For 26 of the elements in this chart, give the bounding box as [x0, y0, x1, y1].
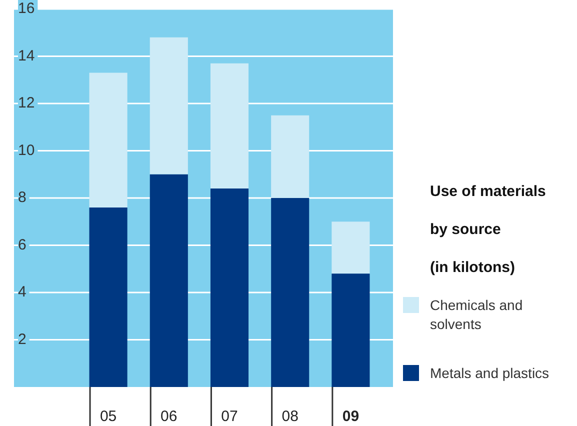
legend-label: Metals and plastics: [430, 364, 550, 383]
bar: [89, 72, 128, 208]
x-tick-label: 06: [160, 408, 178, 426]
x-tick-label: 09: [342, 408, 360, 426]
chart-title: Use of materials by source (in kilotons): [430, 183, 546, 276]
y-tick-label: 14: [18, 47, 35, 64]
y-tick-label: 16: [18, 0, 35, 18]
bar: [271, 198, 310, 387]
y-tick-label: 12: [18, 94, 35, 112]
y-tick-label: 4: [18, 284, 26, 301]
legend-label: Chemicals and solvents: [430, 296, 524, 334]
bar: [150, 37, 188, 174]
x-tick-label: 05: [100, 408, 117, 426]
y-tick-label: 2: [18, 330, 26, 348]
y-tick-label: 8: [18, 189, 26, 206]
x-tick-label: 08: [282, 408, 298, 426]
bar: [332, 222, 370, 274]
y-tick-label: 6: [18, 236, 26, 254]
bar: [150, 174, 188, 387]
bar: [210, 63, 249, 189]
x-tick-label: 07: [221, 408, 238, 426]
y-tick-label: 10: [18, 142, 35, 159]
bar: [210, 188, 249, 387]
bar: [271, 115, 310, 198]
bar: [332, 274, 370, 387]
bar: [89, 207, 128, 387]
